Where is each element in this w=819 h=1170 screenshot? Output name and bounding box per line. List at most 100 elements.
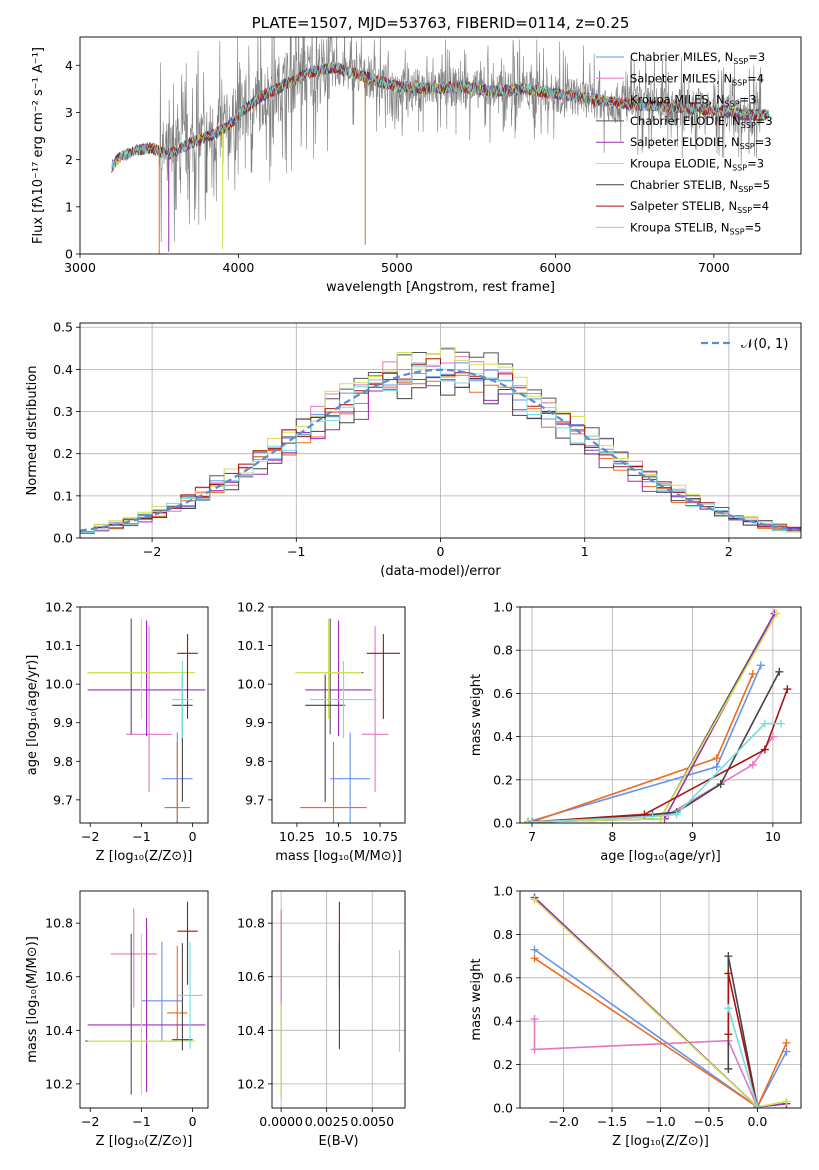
point-marker xyxy=(530,945,539,954)
point-marker xyxy=(724,952,733,961)
point-marker xyxy=(712,754,721,763)
y-axis-label: age [log₁₀(age/yr)] xyxy=(25,655,40,776)
x-tick-label: 0.0 xyxy=(747,1114,767,1129)
point-marker xyxy=(782,1097,791,1106)
point-marker xyxy=(782,1047,791,1056)
y-tick-label: 0.6 xyxy=(493,686,513,701)
x-tick-label: 10.25 xyxy=(279,829,315,844)
x-tick-label: −1 xyxy=(132,1114,150,1129)
y-tick-label: 9.7 xyxy=(245,792,265,807)
legend-entry: Salpeter STELIB, NSSP=4 xyxy=(630,199,769,215)
legend-entry: Kroupa STELIB, NSSP=5 xyxy=(630,220,761,236)
x-tick-label: 2 xyxy=(725,544,733,559)
y-tick-label: 0.4 xyxy=(493,729,513,744)
x-tick-label: −2 xyxy=(81,829,99,844)
mw_vs_age-panel: 7 8 9 10 0.0 0.2 0.4 0.6 0.8 1.0 age [log₁₀(age/yr… xyxy=(469,600,802,864)
point-marker xyxy=(724,1004,733,1013)
axes-frame xyxy=(79,890,209,1109)
mass_vs_ebv-plot-area xyxy=(280,901,401,1098)
x-axis-label: Z [log₁₀(Z/Z⊙)] xyxy=(96,1134,193,1149)
x-tick-label: 3000 xyxy=(64,260,96,275)
y-tick-label: 0.1 xyxy=(53,488,73,503)
x-tick-label: −1 xyxy=(287,544,305,559)
x-tick-label: −2.0 xyxy=(548,1114,578,1129)
mw_vs_z-plot-area xyxy=(530,893,791,1108)
y-tick-label: 0.8 xyxy=(493,643,513,658)
y-tick-label: 1.0 xyxy=(493,884,513,899)
point-marker xyxy=(724,969,733,978)
axes-frame xyxy=(271,606,406,824)
x-tick-label: −1 xyxy=(132,829,150,844)
y-tick-label: 0.3 xyxy=(53,404,73,419)
y-tick-label: 10.1 xyxy=(45,638,73,653)
y-axis-label: mass weight xyxy=(469,674,484,756)
point-marker xyxy=(724,1030,733,1039)
y-tick-label: 10.2 xyxy=(237,600,265,615)
age_vs_mass-panel: 10.25 10.5 10.75 9.7 9.8 9.9 10.0 10.1 10.2 mass … xyxy=(237,600,406,864)
x-tick-label: 10 xyxy=(765,829,781,844)
axes-frame xyxy=(519,890,802,1109)
point-marker xyxy=(775,667,784,676)
y-axis-label: mass [log₁₀(M/M⊙)] xyxy=(25,936,40,1063)
mw_vs_age-plot-area xyxy=(524,609,792,823)
y-tick-label: 0.2 xyxy=(493,1057,513,1072)
y-tick-label: 10.2 xyxy=(237,1076,265,1091)
age_vs_mass-plot-area xyxy=(295,618,401,823)
axes-frame xyxy=(79,322,802,539)
y-tick-label: 0.0 xyxy=(493,1101,513,1116)
x-tick-label: −1.5 xyxy=(597,1114,627,1129)
x-tick-label: 8 xyxy=(608,829,616,844)
y-tick-label: 9.8 xyxy=(245,754,265,769)
series-line xyxy=(531,688,789,823)
y-tick-label: 0.0 xyxy=(493,816,513,831)
y-tick-label: 10.4 xyxy=(237,1023,265,1038)
series-line xyxy=(727,1007,759,1108)
point-marker xyxy=(783,685,792,694)
x-tick-label: 6000 xyxy=(539,260,571,275)
point-marker xyxy=(528,817,537,823)
y-tick-label: 0.2 xyxy=(493,772,513,787)
point-marker xyxy=(760,745,769,754)
x-axis-label: age [log₁₀(age/yr)] xyxy=(600,849,721,864)
series-line xyxy=(727,973,759,1108)
y-tick-label: 10.0 xyxy=(237,677,265,692)
x-axis-label: wavelength [Angstrom, rest frame] xyxy=(326,280,555,295)
y-tick-label: 0.4 xyxy=(53,362,73,377)
point-marker xyxy=(648,812,657,821)
residuals-plot-area xyxy=(80,346,801,534)
x-axis-label: mass [log₁₀(M/M⊙)] xyxy=(275,849,402,864)
x-axis-label: E(B-V) xyxy=(318,1134,358,1149)
x-tick-label: 7 xyxy=(528,829,536,844)
y-tick-label: 10.8 xyxy=(45,916,73,931)
point-marker xyxy=(756,661,765,670)
x-tick-label: −1.0 xyxy=(645,1114,675,1129)
mass_vs_z-plot-area xyxy=(85,901,206,1095)
y-tick-label: 0.4 xyxy=(493,1014,513,1029)
mass_vs_ebv-panel: 0.0000 0.0025 0.0050 10.2 10.4 10.6 10.8 E(B-V) xyxy=(237,890,406,1149)
point-marker xyxy=(530,954,539,963)
y-tick-label: 10.6 xyxy=(45,969,73,984)
x-tick-label: 0.0000 xyxy=(259,1114,303,1129)
residuals-panel: −2 −1 0 1 2 0.0 0.1 0.2 0.3 0.4 0.5 (data-model)/er… xyxy=(25,320,802,579)
x-axis-label: (data-model)/error xyxy=(380,564,501,579)
legend-entry: Chabrier MILES, NSSP=3 xyxy=(630,50,765,66)
y-tick-label: 10.1 xyxy=(237,638,265,653)
histogram-step xyxy=(80,346,801,533)
x-tick-label: −2 xyxy=(81,1114,99,1129)
x-tick-label: −2 xyxy=(143,544,161,559)
axes-frame xyxy=(79,606,209,824)
y-tick-label: 3 xyxy=(65,105,73,120)
point-marker xyxy=(760,719,769,728)
age_vs_z-plot-area xyxy=(87,618,206,823)
axes-frame xyxy=(79,36,802,255)
y-tick-label: 10.2 xyxy=(45,1076,73,1091)
legend-entry: 𝒩(0, 1) xyxy=(741,337,788,352)
x-tick-label: 9 xyxy=(689,829,697,844)
age_vs_z-panel: −2 −1 0 9.7 9.8 9.9 10.0 10.1 10.2 Z [log₁₀(Z/Z⊙)… xyxy=(25,600,209,864)
y-tick-label: 9.9 xyxy=(245,715,265,730)
x-tick-label: 0.0025 xyxy=(305,1114,349,1129)
normal-curve xyxy=(80,368,799,532)
series-line xyxy=(527,664,762,823)
axes-frame xyxy=(271,890,406,1109)
